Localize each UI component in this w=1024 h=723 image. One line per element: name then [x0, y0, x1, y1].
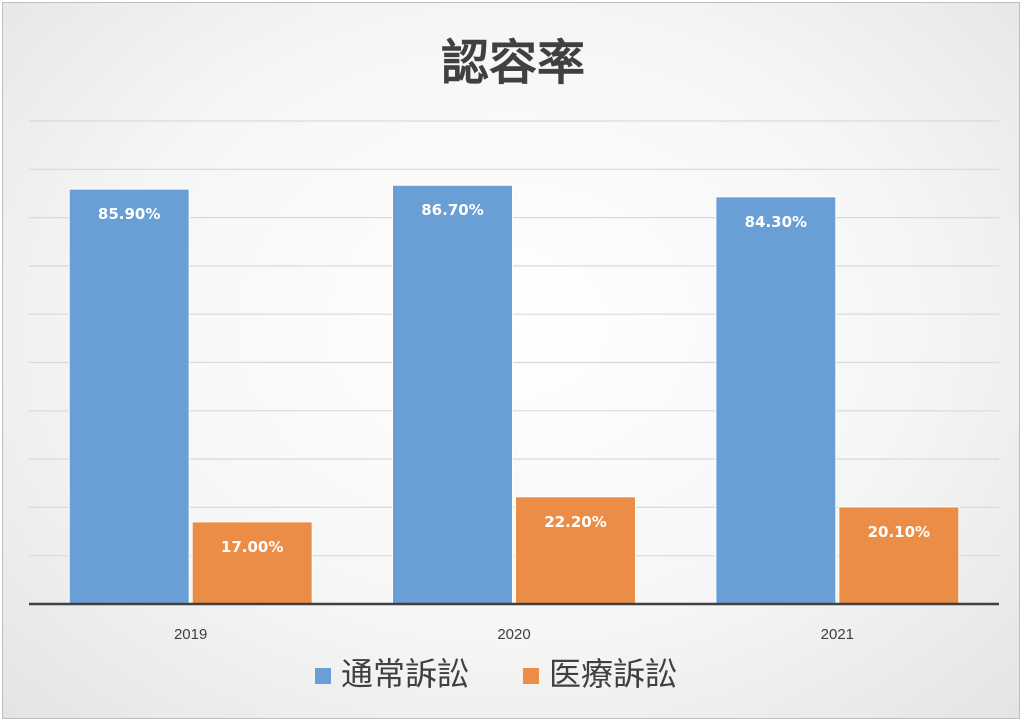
x-axis: 2019 2020 2021	[29, 602, 999, 643]
legend-swatch	[315, 668, 331, 684]
x-tick-label: 2019	[174, 626, 207, 643]
bar-series1-2019	[68, 188, 190, 605]
legend-label: 通常訴訟	[341, 655, 469, 693]
legend-label: 医療訴訟	[549, 655, 677, 693]
bar-chart: 認容率 85.90% 17.00% 86.70% 22.20% 84.30% 20.10%…	[29, 35, 999, 693]
x-tick-label: 2020	[497, 626, 530, 643]
data-label: 20.10%	[868, 523, 930, 541]
bar-series1-2021	[715, 196, 837, 605]
gridlines	[29, 120, 999, 557]
x-tick-label: 2021	[821, 626, 854, 643]
bar-series2-2020	[515, 496, 636, 605]
data-labels: 85.90% 17.00% 86.70% 22.20% 84.30% 20.10%	[98, 201, 930, 556]
chart-title: 認容率	[441, 35, 585, 91]
data-label: 22.20%	[544, 513, 606, 531]
data-label: 17.00%	[221, 538, 283, 556]
data-label: 84.30%	[745, 213, 807, 231]
data-label: 85.90%	[98, 205, 160, 223]
bar-series2-2021	[838, 506, 960, 605]
bar-series1-2020	[392, 184, 513, 605]
legend-swatch	[523, 668, 539, 684]
bar-series2-2019	[191, 521, 313, 605]
data-label: 86.70%	[421, 201, 483, 219]
bars	[68, 184, 960, 605]
legend: 通常訴訟 医療訴訟	[315, 655, 677, 693]
